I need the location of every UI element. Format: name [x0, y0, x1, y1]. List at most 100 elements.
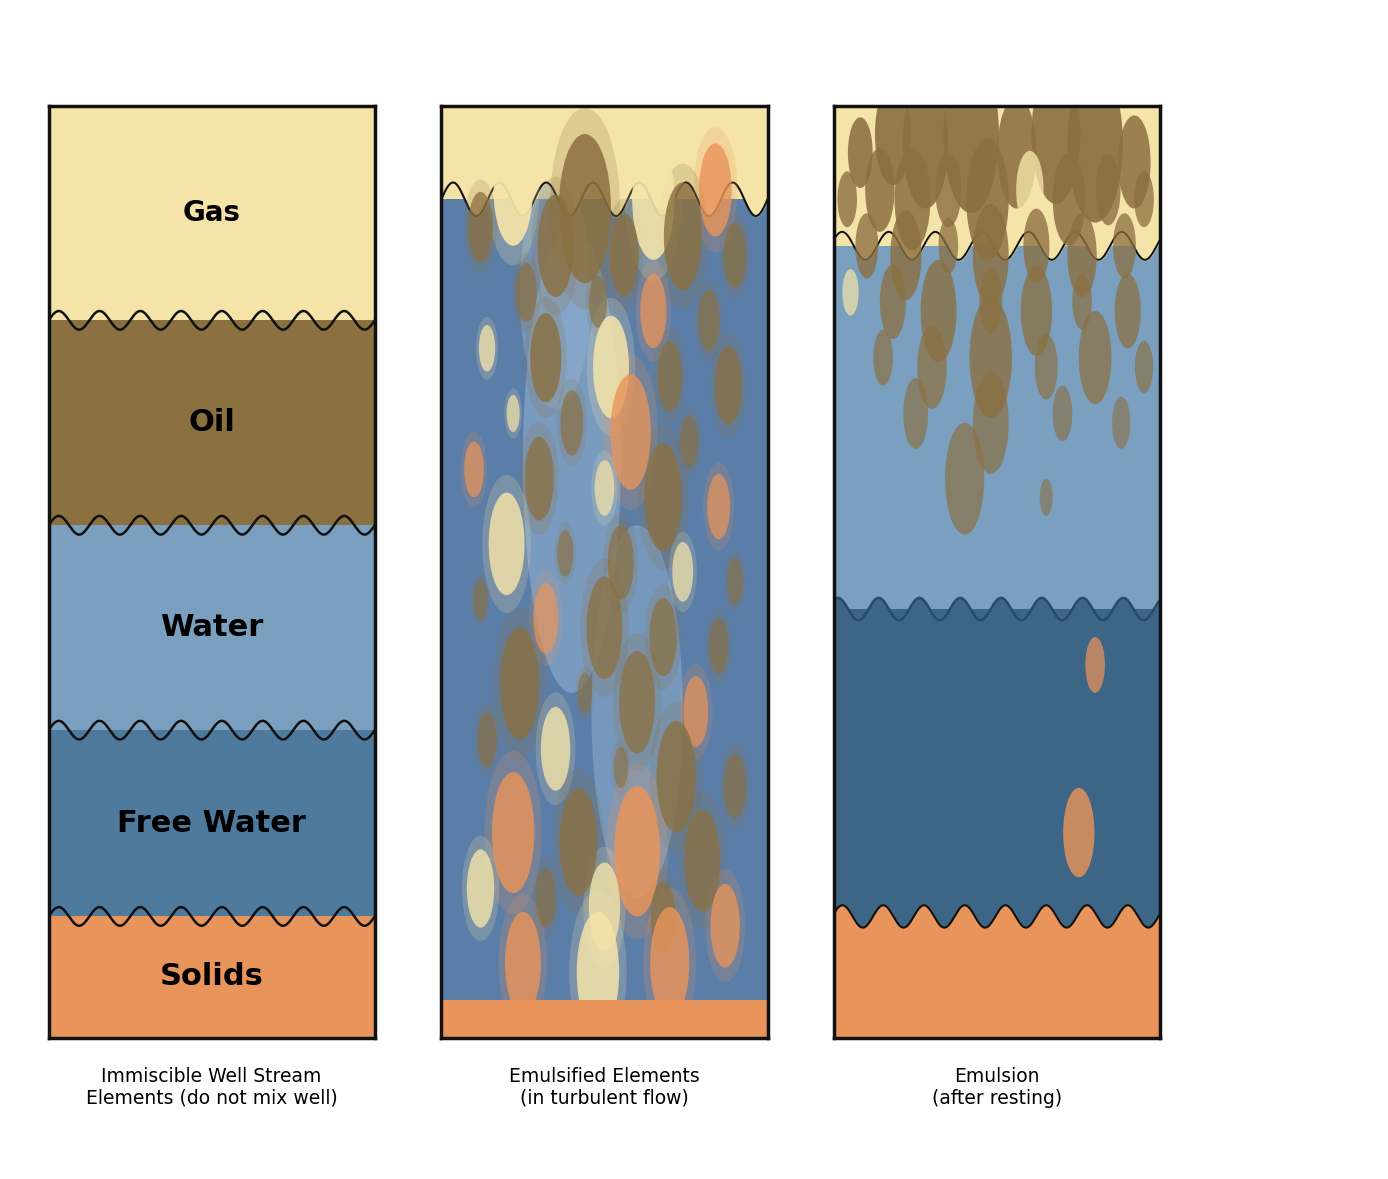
Circle shape — [1063, 788, 1095, 877]
Circle shape — [904, 378, 929, 449]
Circle shape — [647, 869, 680, 964]
Text: Gas: Gas — [183, 199, 240, 228]
Circle shape — [711, 884, 740, 968]
Circle shape — [532, 177, 580, 315]
Circle shape — [604, 354, 658, 511]
Circle shape — [613, 633, 661, 771]
Circle shape — [973, 204, 1009, 307]
Circle shape — [920, 259, 956, 362]
Circle shape — [619, 651, 655, 753]
Circle shape — [837, 171, 856, 228]
Circle shape — [1023, 209, 1049, 283]
Circle shape — [651, 881, 676, 951]
Text: Solids: Solids — [160, 962, 264, 992]
Circle shape — [938, 218, 958, 274]
Circle shape — [554, 522, 576, 585]
Circle shape — [519, 422, 559, 535]
Circle shape — [966, 139, 1009, 259]
Circle shape — [715, 347, 743, 424]
Circle shape — [663, 183, 702, 290]
Circle shape — [615, 786, 659, 916]
Circle shape — [874, 83, 911, 185]
Circle shape — [917, 325, 947, 409]
Circle shape — [709, 332, 747, 439]
Circle shape — [583, 847, 626, 968]
Circle shape — [1052, 152, 1085, 246]
Circle shape — [557, 378, 587, 467]
Circle shape — [855, 213, 879, 278]
Circle shape — [559, 788, 597, 896]
Circle shape — [723, 223, 747, 288]
Circle shape — [650, 907, 690, 1019]
Circle shape — [694, 127, 737, 252]
Circle shape — [694, 279, 723, 362]
Bar — [49, 916, 375, 1038]
Circle shape — [604, 512, 638, 613]
Circle shape — [557, 529, 573, 577]
Circle shape — [516, 263, 537, 322]
Circle shape — [586, 266, 611, 337]
Circle shape — [577, 672, 593, 713]
Circle shape — [468, 192, 493, 263]
Circle shape — [657, 164, 708, 309]
Circle shape — [1095, 154, 1120, 225]
Circle shape — [483, 475, 530, 613]
Circle shape — [1040, 479, 1052, 516]
Circle shape — [591, 450, 618, 526]
Circle shape — [609, 213, 638, 297]
Circle shape — [507, 395, 519, 432]
Circle shape — [1016, 151, 1044, 229]
Circle shape — [500, 627, 539, 739]
Circle shape — [487, 114, 540, 265]
Circle shape — [532, 857, 559, 938]
Circle shape — [677, 407, 701, 476]
Circle shape — [644, 443, 682, 552]
Circle shape — [504, 388, 522, 439]
Circle shape — [843, 269, 859, 316]
Circle shape — [873, 330, 892, 386]
Circle shape — [594, 460, 615, 516]
Circle shape — [700, 144, 731, 237]
Circle shape — [589, 276, 607, 328]
Circle shape — [536, 868, 557, 928]
Circle shape — [643, 888, 697, 1039]
Circle shape — [719, 211, 751, 299]
Circle shape — [587, 298, 636, 436]
Circle shape — [1113, 213, 1135, 278]
Text: Emulsion
(after resting): Emulsion (after resting) — [933, 1067, 1062, 1108]
Circle shape — [589, 862, 620, 951]
Circle shape — [709, 618, 729, 674]
Circle shape — [462, 836, 500, 941]
Circle shape — [658, 341, 682, 411]
Text: Free Water: Free Water — [117, 809, 307, 838]
Circle shape — [1035, 335, 1058, 400]
Circle shape — [708, 474, 730, 539]
Circle shape — [479, 325, 496, 371]
Circle shape — [525, 297, 566, 417]
Circle shape — [632, 139, 675, 259]
Circle shape — [613, 747, 627, 788]
Circle shape — [1031, 64, 1080, 204]
Circle shape — [880, 264, 906, 338]
Circle shape — [970, 297, 1012, 419]
Circle shape — [541, 707, 570, 791]
Circle shape — [684, 809, 720, 911]
Circle shape — [1067, 64, 1123, 223]
Circle shape — [477, 711, 497, 768]
Ellipse shape — [519, 176, 591, 409]
Circle shape — [552, 769, 604, 915]
Circle shape — [529, 571, 562, 666]
Circle shape — [945, 423, 984, 534]
Circle shape — [525, 436, 554, 521]
Circle shape — [604, 198, 644, 311]
Bar — [49, 525, 375, 730]
Circle shape — [461, 432, 487, 507]
Circle shape — [512, 252, 540, 332]
Circle shape — [650, 702, 702, 852]
Circle shape — [725, 549, 745, 613]
Circle shape — [471, 572, 490, 627]
Circle shape — [494, 134, 533, 245]
Bar — [834, 916, 1160, 1038]
Circle shape — [464, 441, 484, 498]
Circle shape — [593, 316, 629, 419]
